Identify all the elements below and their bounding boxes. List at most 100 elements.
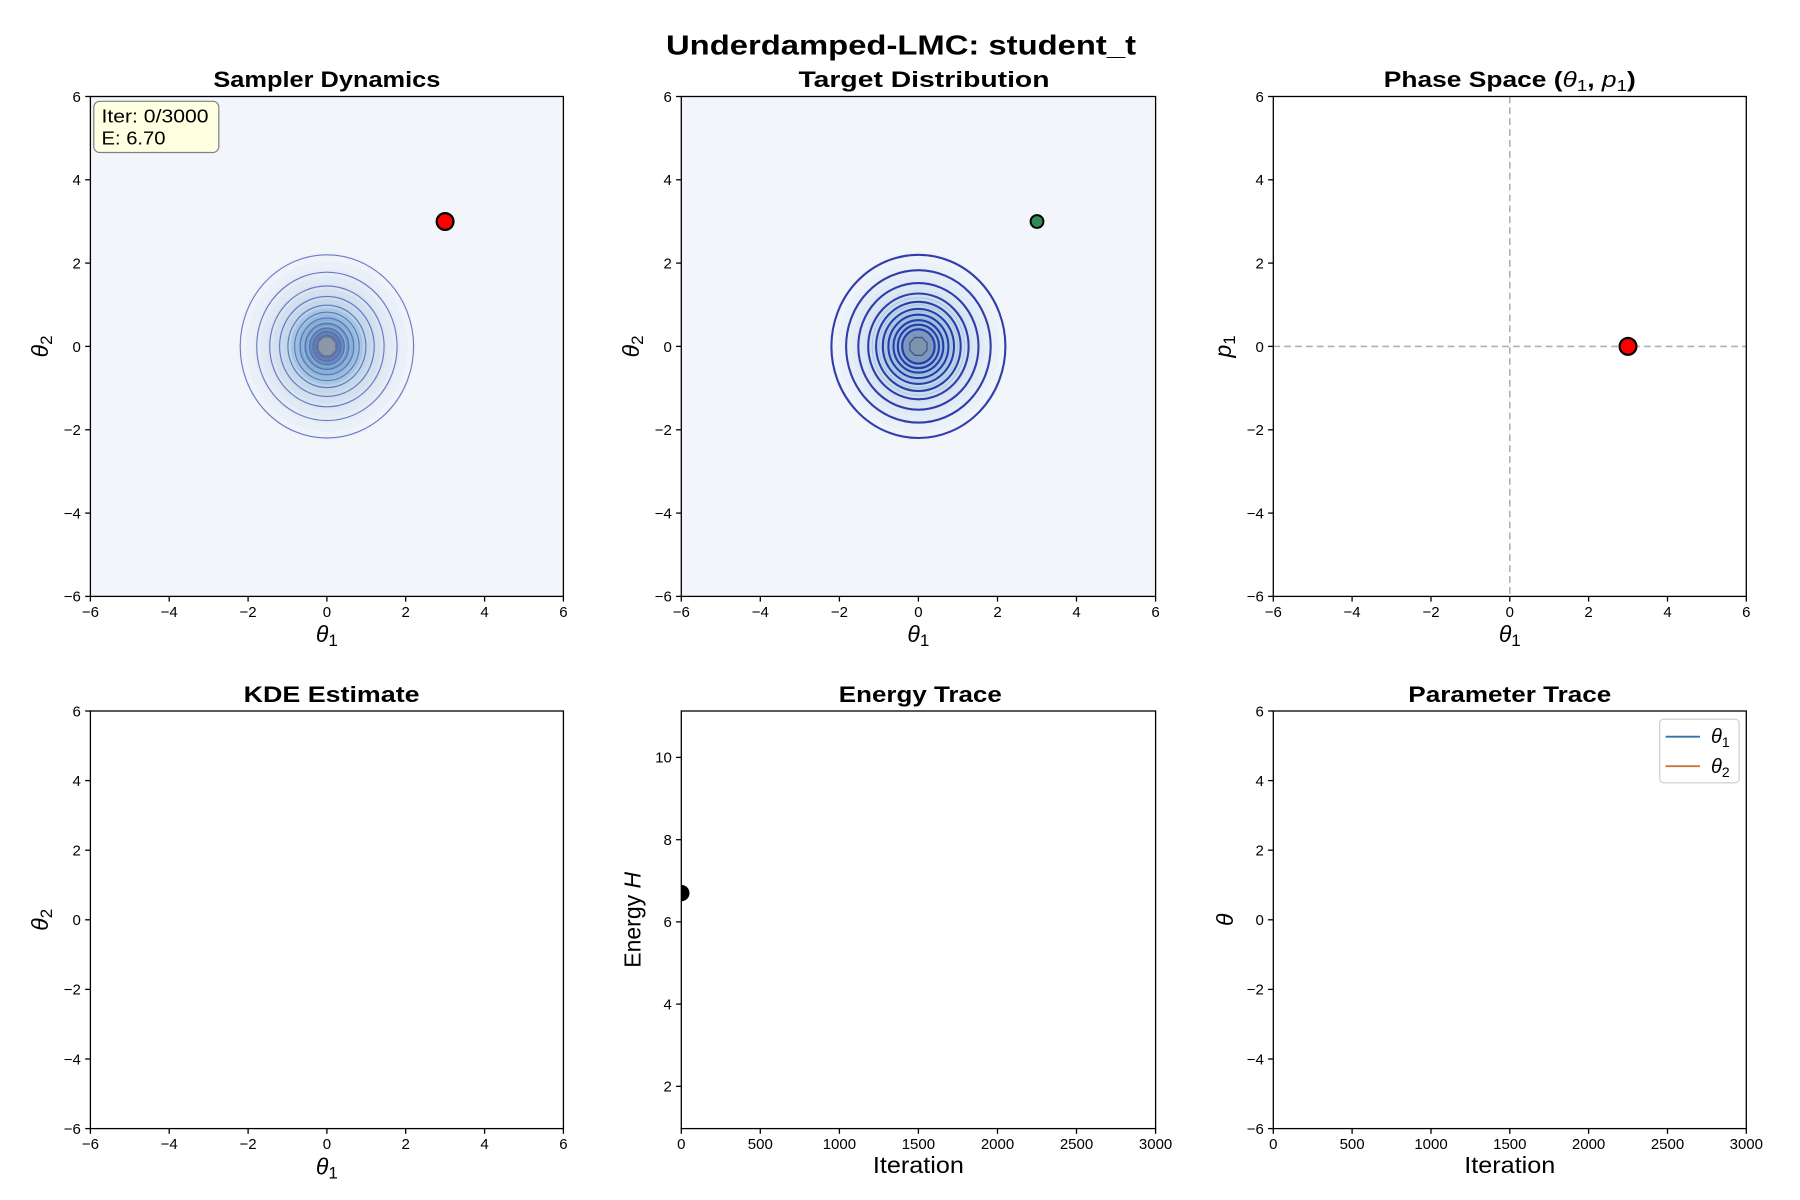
svg-text:4: 4 — [73, 172, 81, 189]
svg-text:−4: −4 — [752, 604, 769, 621]
svg-text:Underdamped-LMC: student_t: Underdamped-LMC: student_t — [666, 30, 1136, 61]
svg-text:0: 0 — [73, 912, 81, 929]
svg-text:−2: −2 — [64, 422, 81, 439]
svg-text:Iteration: Iteration — [1464, 1152, 1555, 1178]
svg-text:500: 500 — [748, 1136, 773, 1153]
svg-text:Energy Trace: Energy Trace — [839, 682, 1002, 707]
svg-text:2000: 2000 — [981, 1136, 1014, 1153]
svg-text:0: 0 — [914, 604, 922, 621]
svg-text:0: 0 — [73, 339, 81, 356]
svg-text:−6: −6 — [1247, 589, 1264, 606]
svg-text:E: 6.70: E: 6.70 — [102, 129, 166, 149]
svg-text:−6: −6 — [1247, 1121, 1264, 1138]
svg-text:6: 6 — [73, 703, 81, 720]
svg-text:−4: −4 — [1247, 1051, 1264, 1068]
svg-text:6: 6 — [1151, 604, 1159, 621]
svg-text:3000: 3000 — [1139, 1136, 1172, 1153]
svg-text:−4: −4 — [64, 505, 81, 522]
svg-text:2500: 2500 — [1651, 1136, 1684, 1153]
svg-text:−4: −4 — [161, 604, 178, 621]
svg-text:10: 10 — [655, 750, 672, 767]
svg-text:0: 0 — [677, 1136, 685, 1153]
svg-text:Target Distribution: Target Distribution — [799, 67, 1050, 92]
svg-text:4: 4 — [663, 172, 671, 189]
svg-text:−6: −6 — [655, 589, 672, 606]
svg-text:θ1: θ1 — [1499, 621, 1521, 650]
svg-text:Iter: 0/3000: Iter: 0/3000 — [102, 107, 209, 127]
svg-text:2: 2 — [993, 604, 1001, 621]
svg-text:θ1: θ1 — [1711, 726, 1730, 750]
svg-text:−2: −2 — [831, 604, 848, 621]
svg-text:0: 0 — [1506, 604, 1514, 621]
svg-text:−6: −6 — [82, 1136, 99, 1153]
svg-text:θ2: θ2 — [27, 335, 56, 357]
svg-text:4: 4 — [1663, 604, 1671, 621]
svg-text:2: 2 — [1255, 255, 1263, 272]
svg-text:4: 4 — [480, 1136, 488, 1153]
svg-text:2: 2 — [1255, 843, 1263, 860]
svg-text:−2: −2 — [240, 1136, 257, 1153]
svg-text:6: 6 — [559, 1136, 567, 1153]
svg-text:Parameter Trace: Parameter Trace — [1408, 682, 1611, 707]
svg-text:−4: −4 — [655, 505, 672, 522]
svg-text:−4: −4 — [161, 1136, 178, 1153]
svg-text:−2: −2 — [1247, 982, 1264, 999]
svg-text:4: 4 — [1255, 773, 1263, 790]
svg-text:Phase Space (θ1, p1): Phase Space (θ 1, p 1) — [1384, 67, 1636, 95]
svg-text:6: 6 — [559, 604, 567, 621]
svg-text:8: 8 — [663, 832, 671, 849]
svg-text:−2: −2 — [240, 604, 257, 621]
svg-text:−6: −6 — [1265, 604, 1282, 621]
svg-text:2: 2 — [663, 255, 671, 272]
svg-text:2000: 2000 — [1572, 1136, 1605, 1153]
svg-text:0: 0 — [1269, 1136, 1277, 1153]
svg-text:2: 2 — [1584, 604, 1592, 621]
svg-text:1500: 1500 — [1493, 1136, 1526, 1153]
svg-text:θ1: θ1 — [316, 1154, 338, 1183]
svg-text:6: 6 — [1255, 89, 1263, 106]
svg-text:p1: p1 — [1210, 335, 1239, 358]
svg-text:KDE Estimate: KDE Estimate — [244, 682, 420, 707]
svg-text:6: 6 — [663, 914, 671, 931]
svg-text:θ2: θ2 — [618, 335, 647, 357]
svg-text:4: 4 — [73, 773, 81, 790]
svg-text:−2: −2 — [64, 982, 81, 999]
svg-text:2: 2 — [402, 604, 410, 621]
svg-text:−2: −2 — [1422, 604, 1439, 621]
svg-text:500: 500 — [1340, 1136, 1365, 1153]
svg-text:−6: −6 — [64, 1121, 81, 1138]
svg-text:6: 6 — [1255, 703, 1263, 720]
svg-text:1000: 1000 — [823, 1136, 856, 1153]
svg-text:−4: −4 — [64, 1051, 81, 1068]
svg-text:4: 4 — [1255, 172, 1263, 189]
svg-text:2: 2 — [73, 255, 81, 272]
svg-text:4: 4 — [1072, 604, 1080, 621]
svg-text:2500: 2500 — [1060, 1136, 1093, 1153]
svg-text:6: 6 — [73, 89, 81, 106]
svg-text:2: 2 — [402, 1136, 410, 1153]
svg-text:4: 4 — [663, 996, 671, 1013]
svg-text:θ2: θ2 — [27, 909, 56, 931]
svg-text:−6: −6 — [82, 604, 99, 621]
svg-text:1500: 1500 — [902, 1136, 935, 1153]
svg-text:2: 2 — [663, 1079, 671, 1096]
svg-text:−6: −6 — [673, 604, 690, 621]
svg-text:Energy H: Energy H — [619, 871, 645, 967]
svg-text:3000: 3000 — [1730, 1136, 1763, 1153]
svg-text:−4: −4 — [1344, 604, 1361, 621]
svg-text:θ1: θ1 — [907, 621, 929, 650]
svg-text:−2: −2 — [655, 422, 672, 439]
svg-text:0: 0 — [1255, 912, 1263, 929]
svg-text:0: 0 — [663, 339, 671, 356]
svg-text:Sampler Dynamics: Sampler Dynamics — [213, 67, 440, 92]
svg-text:6: 6 — [663, 89, 671, 106]
svg-text:−6: −6 — [64, 589, 81, 606]
svg-text:θ1: θ1 — [316, 621, 338, 650]
svg-text:1000: 1000 — [1414, 1136, 1447, 1153]
svg-text:0: 0 — [323, 604, 331, 621]
svg-text:0: 0 — [323, 1136, 331, 1153]
svg-text:θ2: θ2 — [1711, 756, 1730, 780]
svg-text:2: 2 — [73, 843, 81, 860]
svg-text:6: 6 — [1742, 604, 1750, 621]
svg-text:Iteration: Iteration — [873, 1152, 964, 1178]
